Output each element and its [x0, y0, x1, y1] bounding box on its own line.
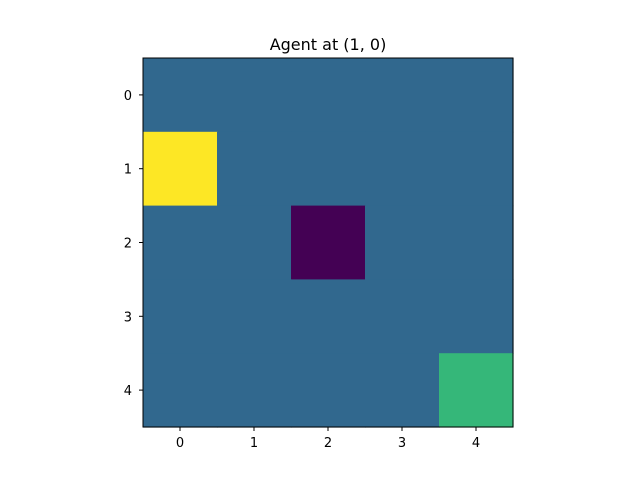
y-tick-label-1: 1: [124, 163, 132, 178]
x-tick-label-0: 0: [176, 436, 184, 451]
empty-cell-r2-c3: [365, 205, 440, 280]
grid-cells: [143, 58, 514, 428]
empty-cell-r1-c1: [217, 131, 292, 207]
empty-cell-r4-c1: [217, 353, 292, 428]
empty-cell-r2-c0: [143, 205, 218, 280]
y-tick-label-0: 0: [124, 89, 132, 104]
empty-cell-r3-c4: [439, 279, 514, 354]
empty-cell-r1-c3: [365, 131, 440, 207]
empty-cell-r3-c3: [365, 279, 440, 354]
empty-cell-r3-c1: [217, 279, 292, 354]
x-tick-label-4: 4: [472, 436, 480, 451]
chart-title: Agent at (1, 0): [270, 35, 387, 54]
empty-cell-r1-c2: [291, 131, 366, 207]
goal-cell-r4-c4: [439, 353, 514, 428]
empty-cell-r0-c1: [217, 58, 292, 133]
empty-cell-r0-c2: [291, 58, 366, 133]
empty-cell-r4-c3: [365, 353, 440, 428]
empty-cell-r4-c0: [143, 353, 218, 428]
axis-ticks: 0 1 2 3 4 0 1 2 3 4: [124, 89, 480, 451]
empty-cell-r0-c3: [365, 58, 440, 133]
empty-cell-r4-c2: [291, 353, 366, 428]
empty-cell-r2-c1: [217, 205, 292, 280]
agent-cell-r1-c0: [143, 131, 218, 207]
x-tick-label-1: 1: [250, 436, 258, 451]
y-tick-label-2: 2: [124, 237, 132, 252]
x-tick-label-2: 2: [324, 436, 332, 451]
empty-cell-r0-c4: [439, 58, 514, 133]
empty-cell-r3-c0: [143, 279, 218, 354]
obstacle-cell-r2-c2: [291, 205, 366, 280]
y-tick-label-3: 3: [124, 310, 132, 325]
x-tick-label-3: 3: [398, 436, 406, 451]
empty-cell-r0-c0: [143, 58, 218, 133]
y-tick-label-4: 4: [124, 384, 132, 399]
empty-cell-r2-c4: [439, 205, 514, 280]
empty-cell-r3-c2: [291, 279, 366, 354]
empty-cell-r1-c4: [439, 131, 514, 207]
